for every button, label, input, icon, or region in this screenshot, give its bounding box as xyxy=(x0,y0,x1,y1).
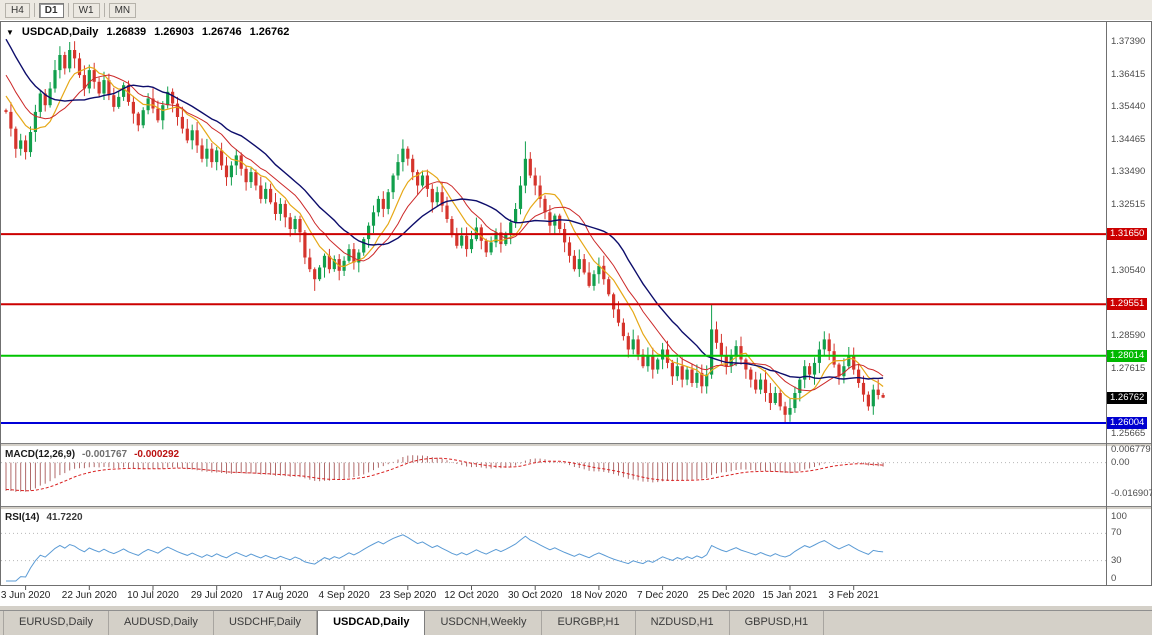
chart-symbol-label: USDCAD,Daily xyxy=(21,26,99,38)
price-axis[interactable]: 1.37390 1.36415 1.35440 1.34465 1.33490 1.325… xyxy=(1106,20,1152,586)
date-label: 25 Dec 2020 xyxy=(697,590,755,601)
tab-eurusd-daily[interactable]: EURUSD,Daily xyxy=(3,611,109,635)
macd-axis-label: -0.016907 xyxy=(1111,488,1152,499)
macd-axis-label: 0.00 xyxy=(1111,456,1130,468)
date-label: 23 Sep 2020 xyxy=(379,590,437,601)
timeframe-button-d1[interactable]: D1 xyxy=(38,2,64,18)
price-axis-label: 1.37390 xyxy=(1111,35,1146,47)
tab-eurgbp-h1[interactable]: EURGBP,H1 xyxy=(542,611,636,635)
price-axis-label: 1.36415 xyxy=(1111,68,1146,80)
date-label: 29 Jul 2020 xyxy=(190,590,243,601)
rsi-axis-label: 100 xyxy=(1111,511,1127,522)
ma-slow-line xyxy=(5,38,884,380)
date-label: 18 Nov 2020 xyxy=(570,590,628,601)
rsi-line xyxy=(6,534,884,582)
time-axis[interactable]: 3 Jun 2020 22 Jun 2020 10 Jul 2020 29 Jul 2… xyxy=(0,586,1106,606)
chart-canvas[interactable] xyxy=(0,20,1152,606)
macd-label: MACD(12,26,9) xyxy=(5,449,76,460)
quote-open: 1.26839 xyxy=(106,26,147,38)
timeframe-button-w1[interactable]: W1 xyxy=(72,2,100,18)
macd-axis-label: 0.006779 xyxy=(1111,444,1151,455)
date-label: 15 Jan 2021 xyxy=(762,590,818,601)
rsi-value: 41.7220 xyxy=(46,512,83,523)
tab-nzdusd-h1[interactable]: NZDUSD,H1 xyxy=(636,611,730,635)
hline-price-tag: 1.29551 xyxy=(1107,298,1148,311)
date-label: 10 Jul 2020 xyxy=(127,590,179,601)
hline-price-tag: 1.28014 xyxy=(1107,349,1148,362)
date-label: 3 Jun 2020 xyxy=(0,590,51,601)
tab-usdchf-daily[interactable]: USDCHF,Daily xyxy=(214,611,318,635)
candlestick-series xyxy=(4,41,885,424)
hline-price-tag: 1.26004 xyxy=(1107,416,1148,429)
macd-histogram xyxy=(5,455,884,492)
timeframe-button-h4[interactable]: H4 xyxy=(5,2,30,18)
rsi-label: RSI(14) xyxy=(5,512,40,523)
chart-title: ▼ USDCAD,Daily 1.26839 1.26903 1.26746 1… xyxy=(6,26,289,38)
date-label: 7 Dec 2020 xyxy=(637,590,689,601)
toolbar-separator xyxy=(103,3,105,17)
current-price-tag: 1.26762 xyxy=(1107,391,1148,404)
tab-gbpusd-h1[interactable]: GBPUSD,H1 xyxy=(730,611,825,635)
quote-high: 1.26903 xyxy=(154,26,194,38)
price-axis-label: 1.28590 xyxy=(1111,330,1146,342)
tab-usdcad-daily[interactable]: USDCAD,Daily xyxy=(317,611,426,635)
macd-value-main: -0.001767 xyxy=(82,449,128,460)
hline-price-tag: 1.31650 xyxy=(1107,228,1148,241)
chart-region[interactable]: ▼ USDCAD,Daily 1.26839 1.26903 1.26746 1… xyxy=(0,20,1152,606)
price-axis-label: 1.34465 xyxy=(1111,133,1146,145)
quote-low: 1.26746 xyxy=(201,26,242,38)
date-label: 22 Jun 2020 xyxy=(61,590,117,601)
price-axis-label: 1.30540 xyxy=(1111,265,1146,277)
price-axis-label: 1.27615 xyxy=(1111,363,1146,375)
tab-audusd-daily[interactable]: AUDUSD,Daily xyxy=(109,611,214,635)
date-label: 3 Feb 2021 xyxy=(828,590,879,601)
date-label: 17 Aug 2020 xyxy=(252,590,309,601)
rsi-axis-label: 70 xyxy=(1111,527,1122,539)
quote-close: 1.26762 xyxy=(249,26,290,38)
price-axis-label: 1.25665 xyxy=(1111,428,1146,440)
rsi-axis-label: 30 xyxy=(1111,554,1122,566)
price-axis-label: 1.32515 xyxy=(1111,199,1146,211)
date-label: 30 Oct 2020 xyxy=(507,590,563,601)
macd-title: MACD(12,26,9) -0.001767 -0.000292 xyxy=(5,449,179,460)
date-label: 12 Oct 2020 xyxy=(444,590,499,601)
symbol-expander-icon[interactable]: ▼ xyxy=(6,28,14,37)
tab-usdcnh-weekly[interactable]: USDCNH,Weekly xyxy=(425,611,543,635)
date-label: 4 Sep 2020 xyxy=(318,590,370,601)
chart-tab-bar: EURUSD,Daily AUDUSD,Daily USDCHF,Daily USDC… xyxy=(0,610,1152,635)
macd-value-signal: -0.000292 xyxy=(134,449,180,460)
price-axis-label: 1.33490 xyxy=(1111,166,1146,178)
timeframe-toolbar: H4 D1 W1 MN xyxy=(0,0,1152,21)
macd-signal-line xyxy=(5,457,884,492)
rsi-title: RSI(14) 41.7220 xyxy=(5,512,83,523)
price-axis-label: 1.35440 xyxy=(1111,101,1146,113)
toolbar-separator xyxy=(33,3,35,17)
timeframe-button-mn[interactable]: MN xyxy=(108,2,137,18)
rsi-axis-label: 0 xyxy=(1111,573,1117,584)
toolbar-separator xyxy=(67,3,69,17)
